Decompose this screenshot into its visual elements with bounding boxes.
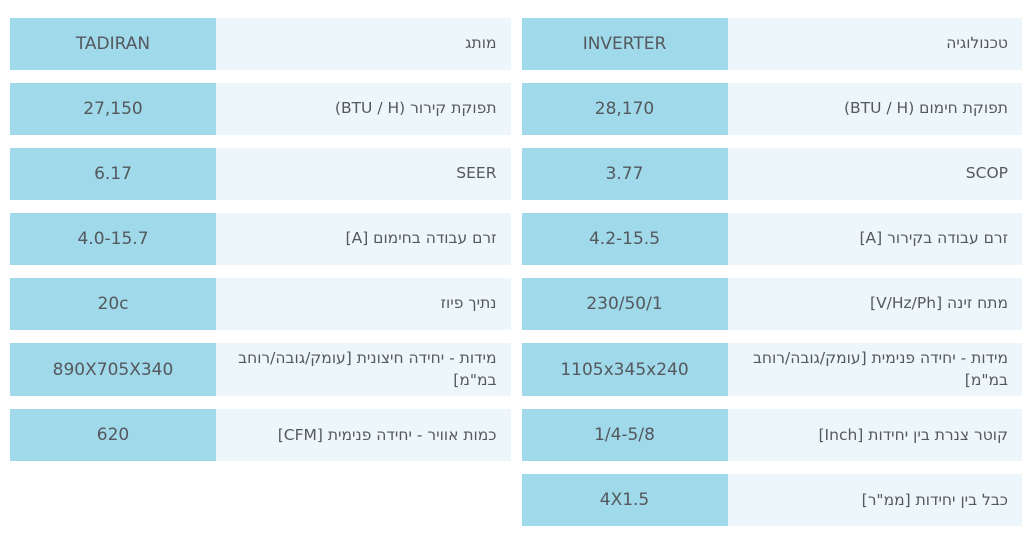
spec-label: SCOP: [727, 148, 1022, 200]
spec-value: 1105x345x240: [521, 343, 728, 397]
spec-row: נתיך פיוז 20c: [10, 278, 511, 330]
spec-value: INVERTER: [521, 18, 728, 70]
spec-value: 1/4-5/8: [521, 409, 728, 462]
spec-value: 27,150: [10, 83, 216, 135]
spec-value: 28,170: [521, 83, 728, 135]
spec-value: 620: [10, 409, 216, 462]
spec-row: קוטר צנרת בין יחידות [Inch] 1/4-5/8: [521, 409, 1022, 462]
spec-column-left: מותג TADIRAN תפוקת קירור (BTU / H) 27,15…: [10, 18, 511, 526]
spec-label: מידות - יחידה פנימית [עומק/גובה/רוחב במ"…: [727, 343, 1022, 397]
spec-label: מותג: [216, 18, 511, 70]
spec-row: כבל בין יחידות [ממ"ר] 4X1.5: [521, 474, 1022, 527]
spec-row: מידות - יחידה פנימית [עומק/גובה/רוחב במ"…: [521, 343, 1022, 397]
spec-row: מידות - יחידה חיצונית [עומק/גובה/רוחב במ…: [10, 343, 511, 397]
spec-row: טכנולוגיה INVERTER: [521, 18, 1022, 70]
spec-row: זרם עבודה בחימום [A] 4.0-15.7: [10, 213, 511, 265]
spec-value: TADIRAN: [10, 18, 216, 70]
spec-value: 4.0-15.7: [10, 213, 216, 265]
spec-value: 3.77: [521, 148, 728, 200]
spec-row: תפוקת חימום (BTU / H) 28,170: [521, 83, 1022, 135]
spec-label: קוטר צנרת בין יחידות [Inch]: [727, 409, 1022, 462]
spec-label: תפוקת חימום (BTU / H): [727, 83, 1022, 135]
spec-label: SEER: [216, 148, 511, 200]
spec-value: 230/50/1: [521, 278, 728, 330]
spec-value: 890X705X340: [10, 343, 216, 397]
spec-row: זרם עבודה בקירור [A] 4.2-15.5: [521, 213, 1022, 265]
spec-row: SEER 6.17: [10, 148, 511, 200]
spec-label: כמות אוויר - יחידה פנימית [CFM]: [216, 409, 511, 462]
spec-value: 6.17: [10, 148, 216, 200]
spec-label: זרם עבודה בחימום [A]: [216, 213, 511, 265]
spec-column-right: טכנולוגיה INVERTER תפוקת חימום (BTU / H)…: [521, 18, 1022, 527]
spec-value: 4X1.5: [521, 474, 728, 527]
spec-label: זרם עבודה בקירור [A]: [727, 213, 1022, 265]
spec-row: כמות אוויר - יחידה פנימית [CFM] 620: [10, 409, 511, 462]
spec-row: מתח זינה [V/Hz/Ph] 230/50/1: [521, 278, 1022, 330]
spec-label: כבל בין יחידות [ממ"ר]: [727, 474, 1022, 527]
spec-label: מידות - יחידה חיצונית [עומק/גובה/רוחב במ…: [216, 343, 511, 397]
spec-label: טכנולוגיה: [727, 18, 1022, 70]
spec-label: מתח זינה [V/Hz/Ph]: [727, 278, 1022, 330]
spec-label: נתיך פיוז: [216, 278, 511, 330]
spec-value: 4.2-15.5: [521, 213, 728, 265]
spec-row: תפוקת קירור (BTU / H) 27,150: [10, 83, 511, 135]
spec-row: מותג TADIRAN: [10, 18, 511, 70]
spec-row: SCOP 3.77: [521, 148, 1022, 200]
spec-label: תפוקת קירור (BTU / H): [216, 83, 511, 135]
spec-value: 20c: [10, 278, 216, 330]
